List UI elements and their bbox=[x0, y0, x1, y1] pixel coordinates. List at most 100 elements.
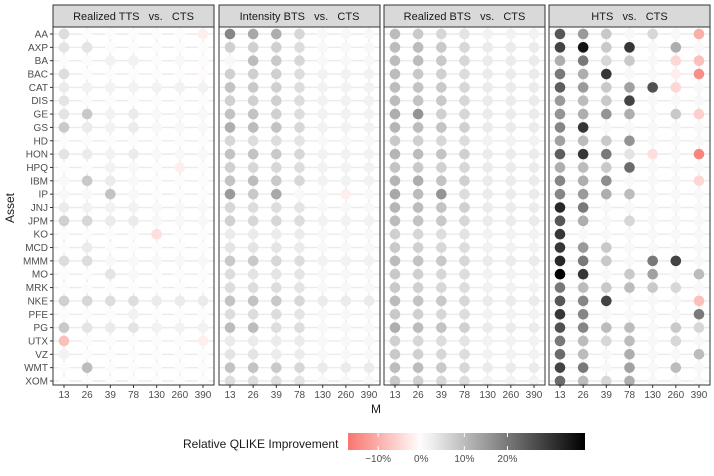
heatmap-point bbox=[317, 349, 328, 360]
heatmap-point bbox=[271, 135, 282, 147]
heatmap-point bbox=[528, 162, 540, 173]
x-tick-label: 13 bbox=[224, 390, 236, 401]
heatmap-point bbox=[81, 122, 93, 133]
heatmap-point bbox=[459, 42, 470, 53]
heatmap-point bbox=[554, 188, 566, 200]
heatmap-point bbox=[528, 42, 540, 53]
heatmap-point bbox=[647, 322, 658, 333]
heatmap-point bbox=[224, 202, 236, 213]
heatmap-point bbox=[317, 42, 328, 53]
heatmap-point bbox=[81, 148, 93, 160]
heatmap-point bbox=[174, 162, 186, 173]
heatmap-point bbox=[247, 282, 259, 293]
heatmap-point bbox=[294, 162, 305, 173]
heatmap-point bbox=[105, 122, 116, 133]
heatmap-point bbox=[151, 108, 162, 120]
heatmap-point bbox=[197, 162, 209, 173]
heatmap-point bbox=[459, 335, 470, 347]
heatmap-point bbox=[412, 322, 424, 333]
heatmap-point bbox=[247, 28, 259, 40]
heatmap-point bbox=[105, 349, 116, 360]
heatmap-point bbox=[58, 215, 70, 227]
heatmap-point bbox=[577, 375, 589, 387]
heatmap-point bbox=[247, 242, 259, 253]
heatmap-point bbox=[58, 82, 70, 93]
heatmap-point bbox=[340, 122, 352, 133]
heatmap-point bbox=[197, 295, 209, 307]
heatmap-point bbox=[317, 308, 328, 320]
heatmap-point bbox=[340, 255, 352, 267]
heatmap-point bbox=[554, 308, 566, 320]
heatmap-point bbox=[670, 82, 682, 93]
heatmap-point bbox=[601, 148, 612, 160]
heatmap-point bbox=[505, 162, 517, 173]
heatmap-point bbox=[58, 135, 70, 147]
heatmap-point bbox=[482, 202, 493, 213]
x-tick-label: 78 bbox=[294, 390, 306, 401]
heatmap-point bbox=[58, 375, 70, 387]
heatmap-point bbox=[436, 335, 447, 347]
heatmap-point bbox=[317, 375, 328, 387]
heatmap-point bbox=[389, 362, 401, 373]
heatmap-point bbox=[224, 215, 236, 227]
heatmap-point bbox=[105, 202, 116, 213]
heatmap-point bbox=[224, 148, 236, 160]
heatmap-point bbox=[647, 255, 658, 267]
heatmap-point bbox=[601, 175, 612, 187]
heatmap-point bbox=[197, 282, 209, 293]
heatmap-point bbox=[174, 282, 186, 293]
heatmap-point bbox=[624, 175, 635, 187]
heatmap-point bbox=[151, 215, 162, 227]
heatmap-point bbox=[271, 242, 282, 253]
heatmap-point bbox=[174, 255, 186, 267]
heatmap-point bbox=[436, 215, 447, 227]
heatmap-point bbox=[224, 95, 236, 107]
heatmap-point bbox=[436, 282, 447, 293]
heatmap-point bbox=[81, 255, 93, 267]
heatmap-point bbox=[224, 362, 236, 373]
heatmap-point bbox=[459, 215, 470, 227]
x-tick-label: 130 bbox=[314, 390, 331, 401]
heatmap-point bbox=[624, 228, 635, 240]
y-axis-ticks: AA AXP BA BAC CAT DIS GE GS HD HON HPQ IBM IP JNJ JPM K… bbox=[23, 30, 53, 388]
heatmap-point bbox=[647, 335, 658, 347]
y-tick-label: PFE bbox=[29, 310, 49, 321]
heatmap-point bbox=[81, 82, 93, 93]
heatmap-point bbox=[577, 175, 589, 187]
heatmap-point bbox=[554, 28, 566, 40]
heatmap-point bbox=[601, 308, 612, 320]
y-tick-label: AA bbox=[35, 30, 49, 41]
heatmap-point bbox=[647, 42, 658, 53]
heatmap-point bbox=[528, 135, 540, 147]
y-tick-label: MO bbox=[32, 270, 48, 281]
heatmap-point bbox=[670, 148, 682, 160]
heatmap-point bbox=[363, 188, 375, 200]
heatmap-point bbox=[577, 55, 589, 66]
y-tick-label: VZ bbox=[35, 350, 48, 361]
heatmap-point bbox=[647, 148, 658, 160]
heatmap-point bbox=[577, 335, 589, 347]
heatmap-point bbox=[554, 268, 566, 280]
heatmap-point bbox=[554, 135, 566, 147]
heatmap-point bbox=[151, 362, 162, 373]
heatmap-point bbox=[105, 108, 116, 120]
heatmap-point bbox=[128, 95, 139, 107]
heatmap-point bbox=[624, 55, 635, 66]
heatmap-point bbox=[340, 68, 352, 80]
heatmap-point bbox=[505, 135, 517, 147]
heatmap-point bbox=[340, 82, 352, 93]
heatmap-point bbox=[197, 188, 209, 200]
heatmap-point bbox=[459, 175, 470, 187]
heatmap-point bbox=[528, 108, 540, 120]
heatmap-point bbox=[128, 322, 139, 333]
heatmap-point bbox=[389, 215, 401, 227]
heatmap-point bbox=[459, 362, 470, 373]
heatmap-point bbox=[624, 242, 635, 253]
heatmap-point bbox=[363, 349, 375, 360]
heatmap-point bbox=[105, 175, 116, 187]
heatmap-point bbox=[128, 202, 139, 213]
heatmap-point bbox=[247, 362, 259, 373]
facet-panel: Intensity BTS vs. CTS 13 26 39 78 130 260 390 bbox=[218, 4, 381, 401]
heatmap-point bbox=[670, 108, 682, 120]
